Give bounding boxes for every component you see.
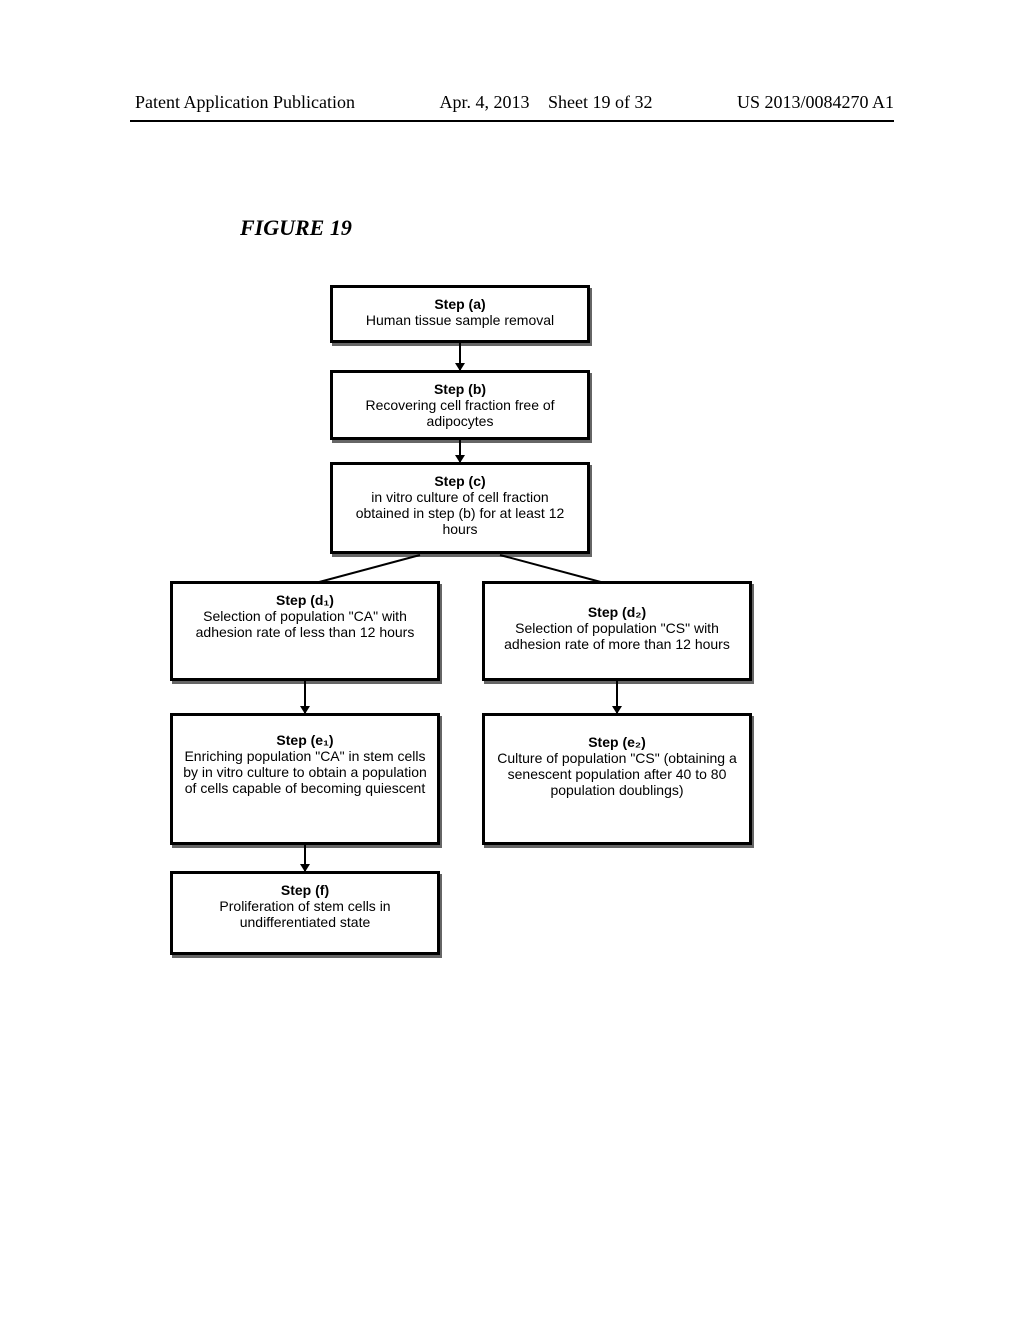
arrow-d1-e1 <box>304 681 306 713</box>
step-b-text: Recovering cell fraction free of adipocy… <box>343 397 577 429</box>
flow-box-step-f: Step (f) Proliferation of stem cells in … <box>170 871 440 955</box>
flow-box-step-d1: Step (d₁) Selection of population "CA" w… <box>170 581 440 681</box>
arrow-d2-e2 <box>616 681 618 713</box>
arrow-b-c <box>459 440 461 462</box>
step-d2-text: Selection of population "CS" with adhesi… <box>495 620 739 652</box>
step-d1-text: Selection of population "CA" with adhesi… <box>183 608 427 640</box>
step-d1-label: Step (d₁) <box>183 592 427 608</box>
page-header: Patent Application Publication Apr. 4, 2… <box>0 92 1024 113</box>
sheet-number: Sheet 19 of 32 <box>548 92 652 112</box>
header-rule <box>130 120 894 122</box>
step-e2-label: Step (e₂) <box>495 734 739 750</box>
flow-box-step-c: Step (c) in vitro culture of cell fracti… <box>330 462 590 554</box>
step-e1-label: Step (e₁) <box>183 732 427 748</box>
step-c-label: Step (c) <box>343 473 577 489</box>
arrow-e1-f <box>304 845 306 871</box>
step-d2-label: Step (d₂) <box>495 604 739 620</box>
flow-box-step-e1: Step (e₁) Enriching population "CA" in s… <box>170 713 440 845</box>
step-f-label: Step (f) <box>183 882 427 898</box>
step-a-label: Step (a) <box>343 296 577 312</box>
flow-box-step-e2: Step (e₂) Culture of population "CS" (ob… <box>482 713 752 845</box>
flow-box-step-a: Step (a) Human tissue sample removal <box>330 285 590 343</box>
flow-box-step-b: Step (b) Recovering cell fraction free o… <box>330 370 590 440</box>
publication-label: Patent Application Publication <box>135 92 355 113</box>
publication-number: US 2013/0084270 A1 <box>737 92 894 113</box>
arrow-a-b <box>459 343 461 370</box>
step-f-text: Proliferation of stem cells in undiffere… <box>183 898 427 930</box>
step-e2-text: Culture of population "CS" (obtaining a … <box>495 750 739 798</box>
figure-title: FIGURE 19 <box>240 215 352 241</box>
step-a-text: Human tissue sample removal <box>343 312 577 328</box>
step-e1-text: Enriching population "CA" in stem cells … <box>183 748 427 796</box>
page: Patent Application Publication Apr. 4, 2… <box>0 0 1024 1320</box>
step-c-text: in vitro culture of cell fraction obtain… <box>343 489 577 537</box>
step-b-label: Step (b) <box>343 381 577 397</box>
publication-date: Apr. 4, 2013 <box>439 92 529 112</box>
date-sheet: Apr. 4, 2013 Sheet 19 of 32 <box>439 92 652 113</box>
flow-box-step-d2: Step (d₂) Selection of population "CS" w… <box>482 581 752 681</box>
